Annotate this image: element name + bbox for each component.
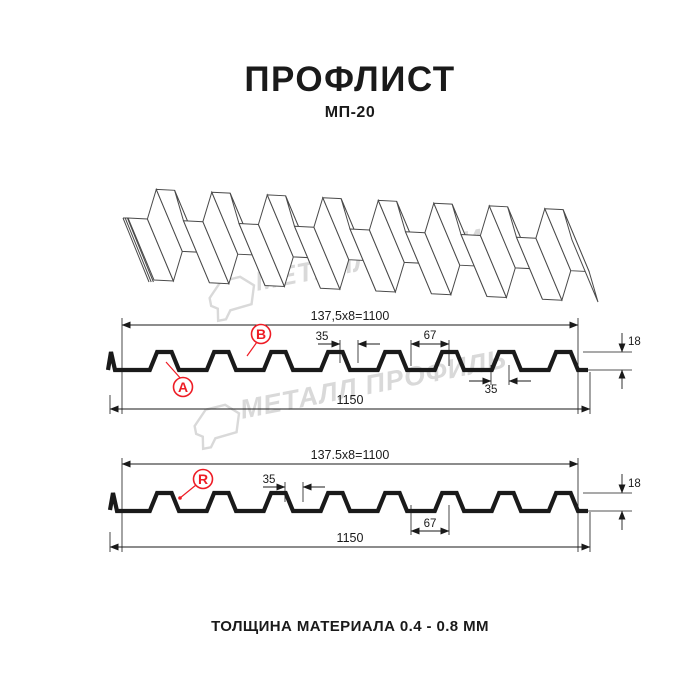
watermark-logo-icon (208, 275, 256, 323)
watermark-logo-icon (193, 403, 241, 451)
dim-rib-top-lower-sec: 35 (263, 474, 325, 502)
dim-bottom-label-upper: 1150 (337, 393, 364, 407)
dim-35-lower-sec: 35 (263, 474, 276, 486)
dim-35-lower-upper: 35 (485, 384, 498, 396)
watermark-text: МЕТАЛЛ ПРОФИЛЬ (238, 344, 510, 425)
dim-67-upper: 67 (424, 330, 437, 342)
dim-top-label-upper: 137,5x8=1100 (311, 309, 390, 323)
dim-67-lower-sec: 67 (424, 518, 437, 530)
cross-section-upper: 137,5x8=1100 1150 35 67 (105, 309, 641, 414)
dim-valley-lower-sec: 67 (410, 505, 450, 535)
page-subtitle: МП-20 (324, 104, 376, 121)
dim-height-upper: 18 (583, 333, 641, 389)
dim-top-label-lower: 137.5x8=1100 (311, 448, 390, 462)
callout-b-label: B (256, 326, 266, 342)
dim-height-lower-sec: 18 (583, 474, 641, 530)
dim-rib-top-lower-upper: 35 (469, 365, 531, 396)
cross-section-lower: 137.5x8=1100 1150 35 67 (107, 448, 641, 552)
dim-bottom-label-lower: 1150 (337, 531, 364, 545)
callout-r-label: R (198, 471, 208, 487)
material-thickness-note: ТОЛЩИНА МАТЕРИАЛА 0.4 - 0.8 ММ (211, 618, 489, 635)
dim-18-lower-sec: 18 (628, 478, 641, 490)
isometric-sheet-view (122, 187, 599, 303)
dim-valley-upper: 67 (410, 330, 450, 366)
callout-a-label: A (178, 379, 188, 395)
callout-a: A (165, 361, 194, 398)
dim-35-upper: 35 (316, 331, 329, 343)
dim-18-upper: 18 (628, 336, 641, 348)
callout-r: R (178, 468, 214, 500)
dim-rib-top-upper: 35 (316, 331, 380, 363)
callout-b: B (246, 323, 272, 357)
page-title: ПРОФЛИСТ (244, 60, 456, 99)
